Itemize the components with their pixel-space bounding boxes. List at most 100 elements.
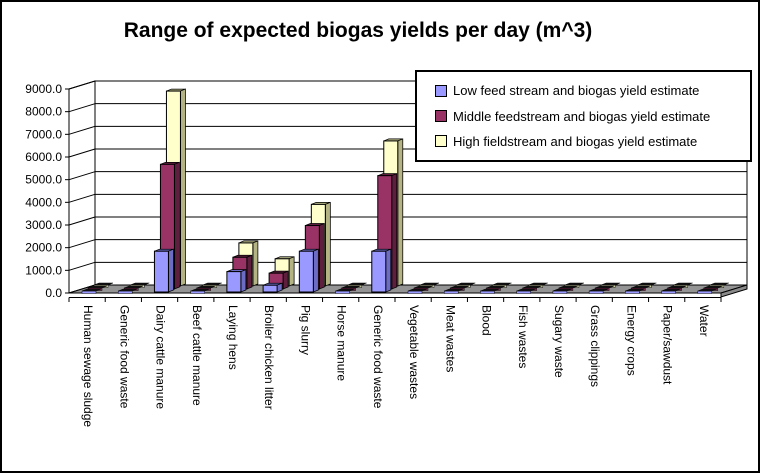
wall-gridline bbox=[68, 125, 96, 135]
bars-series-1 bbox=[87, 161, 723, 291]
zero-bar-mark bbox=[419, 282, 440, 286]
category-label: Vegetable wastes bbox=[407, 305, 421, 399]
legend-item-middle: Middle feedstream and biogas yield estim… bbox=[435, 110, 750, 123]
zero-bar-mark bbox=[486, 285, 506, 289]
category-label: Meat wastes bbox=[443, 305, 457, 372]
bar-side-face bbox=[391, 173, 398, 290]
zero-bar-mark bbox=[196, 285, 216, 289]
y-axis-label: 0.0 bbox=[45, 286, 62, 300]
wall-gridline bbox=[68, 103, 96, 113]
bar-side-face bbox=[397, 138, 404, 287]
zero-bar-lip bbox=[190, 290, 205, 294]
zero-bar-mark bbox=[413, 285, 434, 289]
category-label: Energy crops bbox=[624, 305, 638, 376]
bar-side-face bbox=[180, 88, 186, 287]
zero-bar-mark bbox=[564, 282, 584, 286]
y-axis-label: 2000.0 bbox=[25, 241, 62, 255]
zero-bar-mark bbox=[124, 285, 144, 289]
legend-label-middle: Middle feedstream and biogas yield estim… bbox=[453, 108, 711, 124]
bar bbox=[226, 271, 242, 293]
zero-bar-lip bbox=[407, 290, 423, 294]
zero-bar-mark bbox=[516, 288, 536, 292]
zero-bar-mark bbox=[81, 288, 102, 292]
zero-bar-mark bbox=[93, 282, 114, 286]
bar-side-face bbox=[168, 248, 174, 293]
zero-bar-mark bbox=[667, 285, 687, 289]
zero-bar-lip bbox=[81, 290, 97, 294]
category-label: Dairy cattle manure bbox=[154, 305, 168, 409]
left-wall bbox=[68, 80, 96, 294]
zero-bar-mark bbox=[130, 282, 150, 286]
bar bbox=[262, 284, 278, 293]
wall-gridline bbox=[68, 171, 96, 181]
bar bbox=[153, 250, 169, 293]
category-label: Broiler chicken litter bbox=[262, 305, 276, 410]
zero-bar-mark bbox=[558, 285, 578, 289]
legend-label-low: Low feed stream and biogas yield estimat… bbox=[453, 83, 700, 99]
zero-bar-mark bbox=[595, 285, 615, 289]
zero-bar-mark bbox=[347, 282, 367, 286]
bar-side-face bbox=[312, 248, 319, 293]
legend-item-high: High fieldstream and biogas yield estima… bbox=[435, 135, 750, 148]
zero-bar-lip bbox=[117, 290, 133, 294]
category-label: Beef cattle manure bbox=[190, 305, 204, 406]
bar-side-face bbox=[324, 201, 331, 287]
wall-gridline bbox=[68, 80, 96, 90]
bar-side-face bbox=[246, 254, 253, 290]
wall-gridline bbox=[68, 148, 96, 158]
zero-bar-lip bbox=[552, 290, 568, 294]
wall-gridline bbox=[68, 239, 96, 249]
zero-bar-mark bbox=[444, 288, 464, 292]
zero-bar-mark bbox=[407, 288, 428, 292]
bar-side-face bbox=[318, 222, 325, 290]
wall-gridline bbox=[68, 216, 96, 226]
bar-side-face bbox=[276, 282, 283, 293]
zero-bar-lip bbox=[697, 290, 713, 294]
zero-bar-mark bbox=[190, 288, 210, 292]
legend-key-high-icon bbox=[435, 135, 447, 148]
y-axis-label: 3000.0 bbox=[25, 218, 62, 232]
y-axis-label: 1000.0 bbox=[25, 263, 62, 277]
category-label: Blood bbox=[480, 305, 494, 336]
zero-bar-mark bbox=[456, 282, 476, 286]
legend-label-high: High fieldstream and biogas yield estima… bbox=[453, 133, 698, 149]
zero-bar-mark bbox=[589, 288, 609, 292]
y-axis-label: 9000.0 bbox=[25, 82, 62, 96]
bar-side-face bbox=[240, 269, 247, 293]
category-label: Human sewage sludge bbox=[81, 305, 95, 427]
category-label: Pig slurry bbox=[298, 305, 312, 355]
zero-bar-mark bbox=[673, 282, 693, 286]
bar-side-face bbox=[174, 161, 180, 290]
zero-bar-mark bbox=[450, 285, 470, 289]
zero-bar-mark bbox=[601, 282, 621, 286]
zero-bar-mark bbox=[87, 285, 108, 289]
zero-bar-mark bbox=[522, 285, 542, 289]
zero-bar-mark bbox=[703, 285, 723, 289]
bar bbox=[298, 250, 314, 293]
category-label: Laying hens bbox=[226, 305, 240, 370]
category-label: Fish wastes bbox=[516, 305, 530, 368]
legend-item-low: Low feed stream and biogas yield estimat… bbox=[435, 84, 750, 97]
y-axis-label: 7000.0 bbox=[25, 127, 62, 141]
bar-side-face bbox=[288, 256, 295, 287]
y-axis-label: 8000.0 bbox=[25, 105, 62, 119]
zero-bar-mark bbox=[202, 282, 222, 286]
y-axis-label: 4000.0 bbox=[25, 195, 62, 209]
zero-bar-mark bbox=[637, 282, 657, 286]
bar-side-face bbox=[385, 248, 392, 293]
zero-bar-mark bbox=[341, 285, 361, 289]
zero-bar-mark bbox=[480, 288, 500, 292]
zero-bar-lip bbox=[588, 290, 604, 294]
legend: Low feed stream and biogas yield estimat… bbox=[415, 70, 752, 162]
legend-key-low-icon bbox=[435, 84, 447, 97]
category-label: Generic food waste bbox=[371, 305, 385, 409]
zero-bar-lip bbox=[335, 290, 350, 294]
zero-bar-mark bbox=[335, 288, 355, 292]
zero-bar-lip bbox=[625, 290, 640, 294]
zero-bar-mark bbox=[492, 282, 512, 286]
category-label: Sugary waste bbox=[552, 305, 566, 378]
y-axis-label: 6000.0 bbox=[25, 150, 62, 164]
category-label: Paper/sawdust bbox=[661, 305, 675, 385]
chart-title: Range of expected biogas yields per day … bbox=[123, 19, 593, 42]
